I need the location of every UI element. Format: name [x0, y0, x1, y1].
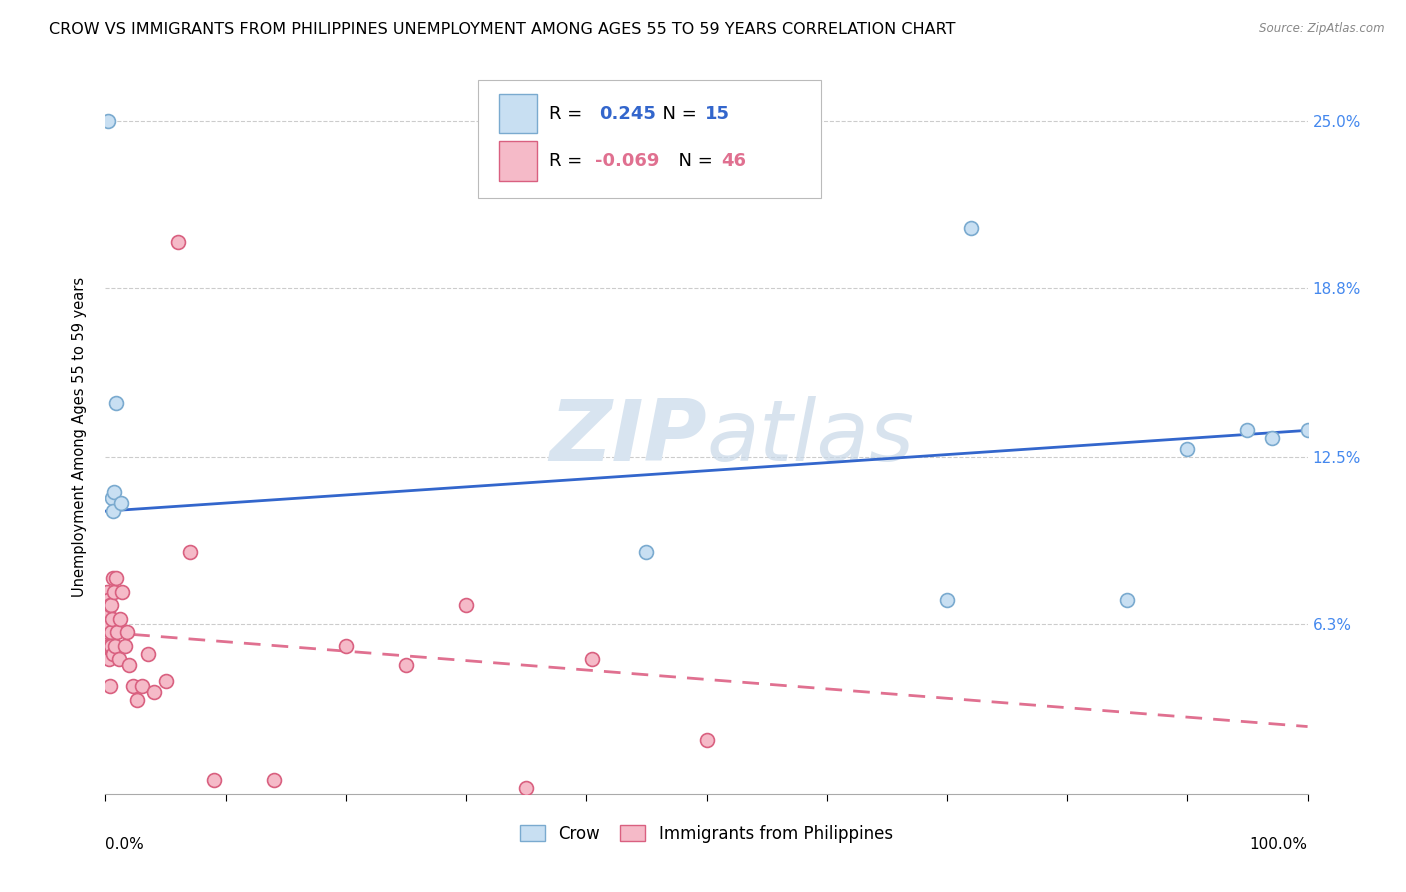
Bar — [499, 141, 537, 180]
Point — [456, 599, 478, 613]
Point — [105, 571, 128, 585]
Point — [110, 496, 132, 510]
Point — [98, 599, 121, 613]
Text: N =: N = — [651, 105, 703, 123]
Point — [1236, 423, 1258, 437]
Text: atlas: atlas — [707, 395, 914, 479]
Point — [104, 396, 127, 410]
Point — [97, 652, 120, 666]
Point — [136, 647, 159, 661]
Point — [97, 113, 120, 128]
Point — [115, 625, 138, 640]
Point — [98, 679, 121, 693]
Point — [107, 647, 129, 661]
Point — [100, 625, 122, 640]
Point — [104, 639, 127, 653]
Point — [101, 647, 124, 661]
Text: 0.0%: 0.0% — [105, 837, 145, 852]
Text: R =: R = — [548, 105, 593, 123]
Point — [103, 571, 125, 585]
Legend: Crow, Immigrants from Philippines: Crow, Immigrants from Philippines — [513, 819, 900, 850]
Point — [1177, 442, 1199, 457]
Text: Source: ZipAtlas.com: Source: ZipAtlas.com — [1260, 22, 1385, 36]
Point — [98, 639, 121, 653]
Point — [395, 657, 418, 672]
Point — [125, 692, 148, 706]
Point — [108, 612, 131, 626]
Point — [515, 781, 537, 796]
Point — [96, 620, 118, 634]
Point — [122, 679, 145, 693]
Bar — [499, 95, 537, 134]
Point — [96, 612, 118, 626]
Text: 0.245: 0.245 — [599, 105, 657, 123]
Point — [100, 639, 122, 653]
Point — [107, 652, 129, 666]
Text: 100.0%: 100.0% — [1250, 837, 1308, 852]
Point — [1296, 423, 1319, 437]
Text: 46: 46 — [721, 152, 747, 169]
Point — [960, 221, 983, 235]
Point — [335, 639, 357, 653]
Text: N =: N = — [666, 152, 718, 169]
Point — [696, 733, 718, 747]
Point — [936, 593, 959, 607]
Text: R =: R = — [548, 152, 588, 169]
Point — [103, 485, 125, 500]
Point — [581, 652, 603, 666]
Text: CROW VS IMMIGRANTS FROM PHILIPPINES UNEMPLOYMENT AMONG AGES 55 TO 59 YEARS CORRE: CROW VS IMMIGRANTS FROM PHILIPPINES UNEM… — [49, 22, 956, 37]
Point — [96, 585, 118, 599]
Text: 15: 15 — [706, 105, 730, 123]
Point — [107, 625, 129, 640]
Point — [155, 673, 177, 688]
Text: ZIP: ZIP — [548, 395, 707, 479]
Point — [114, 639, 136, 653]
FancyBboxPatch shape — [478, 80, 821, 198]
Point — [103, 504, 125, 518]
Point — [100, 599, 122, 613]
Point — [111, 585, 134, 599]
Point — [1116, 593, 1139, 607]
Point — [202, 773, 225, 788]
Point — [101, 612, 124, 626]
Point — [179, 544, 201, 558]
Point — [97, 593, 120, 607]
Point — [103, 585, 125, 599]
Point — [98, 617, 121, 632]
Point — [118, 657, 141, 672]
Point — [142, 684, 165, 698]
Point — [97, 625, 120, 640]
Text: -0.069: -0.069 — [595, 152, 659, 169]
Point — [636, 544, 658, 558]
Point — [131, 679, 153, 693]
Point — [263, 773, 285, 788]
Y-axis label: Unemployment Among Ages 55 to 59 years: Unemployment Among Ages 55 to 59 years — [72, 277, 87, 597]
Point — [96, 599, 118, 613]
Point — [166, 235, 188, 249]
Point — [97, 604, 120, 618]
Point — [96, 639, 118, 653]
Point — [1260, 432, 1282, 446]
Point — [101, 491, 124, 505]
Point — [97, 631, 120, 645]
